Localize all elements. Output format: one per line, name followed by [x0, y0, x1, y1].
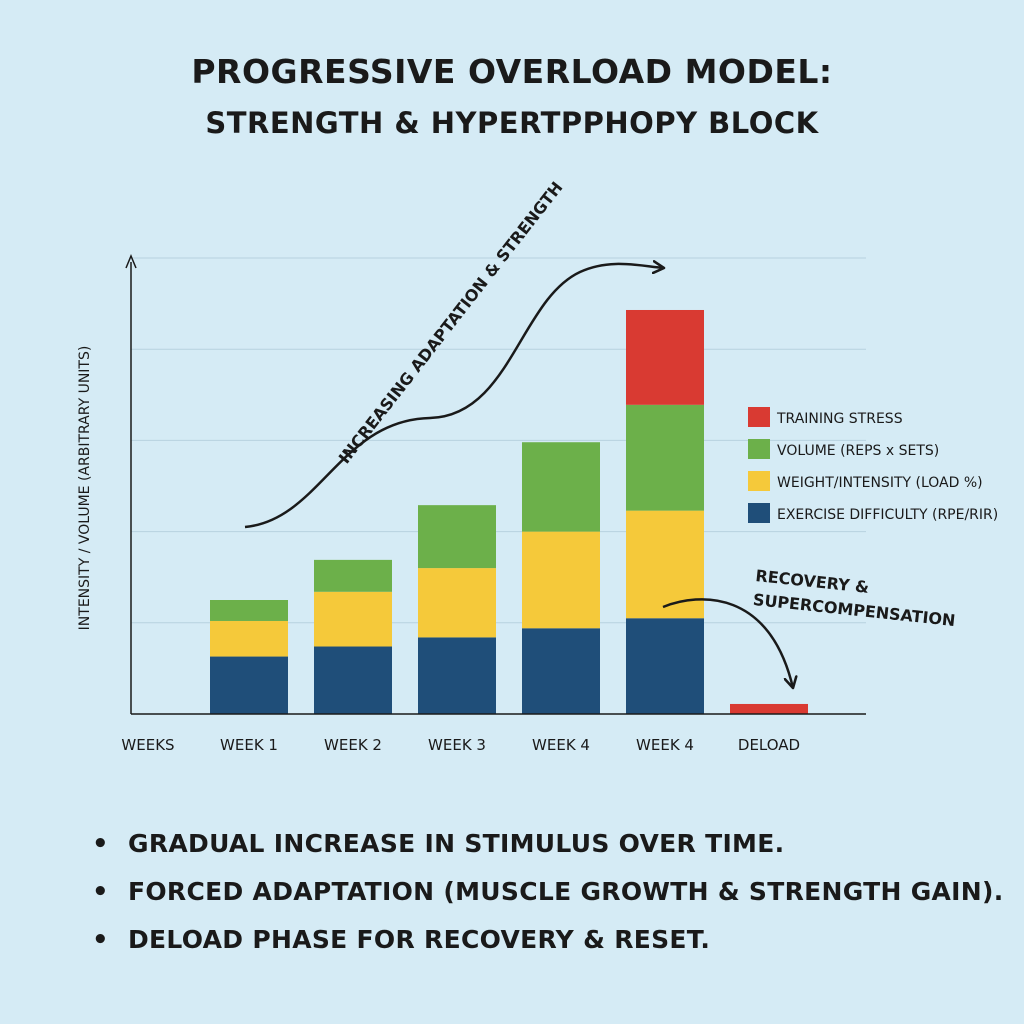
recovery-arrow [662, 598, 793, 688]
bar-segment [522, 628, 600, 714]
bar-segment [210, 600, 288, 621]
legend-label: WEIGHT/INTENSITY (LOAD %) [777, 475, 983, 491]
x-tick-labels: WEEK 1 WEEK 2 WEEK 3 WEEK 4 WEEK 4 DELOAD [220, 736, 800, 754]
bullet-item: FORCED ADAPTATION (MUSCLE GROWTH & STREN… [92, 870, 1004, 918]
bar-segment [522, 531, 600, 629]
bar-segment [210, 620, 288, 657]
takeaways-list: GRADUAL INCREASE IN STIMULUS OVER TIME. … [92, 822, 1004, 966]
chart-title: PROGRESSIVE OVERLOAD MODEL: [191, 52, 833, 91]
bar-segment [730, 703, 808, 714]
x-tick-label: DELOAD [738, 736, 800, 754]
recovery-annotation-line2: SUPERCOMPENSATION [752, 590, 956, 630]
bar-segment [626, 510, 704, 619]
legend-swatch [748, 407, 770, 427]
chart-subtitle: STRENGTH & HYPERTPPHOPY BLOCK [205, 106, 819, 140]
legend-label: TRAINING STRESS [776, 411, 903, 427]
bars [210, 309, 808, 714]
y-axis-arrow-icon [125, 254, 137, 269]
bar-segment [418, 637, 496, 714]
legend-swatch [748, 471, 770, 491]
bar-segment [418, 568, 496, 638]
x-tick-label: WEEK 2 [324, 736, 382, 754]
bar-segment [314, 591, 392, 647]
legend-swatch [748, 439, 770, 459]
bullet-item: GRADUAL INCREASE IN STIMULUS OVER TIME. [92, 822, 1004, 870]
bar-segment [210, 656, 288, 714]
adaptation-trend-arrow [244, 264, 664, 529]
bar-segment [522, 442, 600, 532]
bar-segment [418, 505, 496, 569]
x-tick-label: WEEK 4 [636, 736, 694, 754]
bar-segment [314, 646, 392, 714]
bullet-item: DELOAD PHASE FOR RECOVERY & RESET. [92, 918, 1004, 966]
bar-segment [314, 559, 392, 592]
x-axis-label: WEEKS [121, 736, 174, 754]
stacked-bar-chart: INTENSITY / VOLUME (ARBITRARY UNITS) WEE… [77, 178, 998, 754]
legend-label: EXERCISE DIFFICULTY (RPE/RIR) [777, 507, 998, 523]
x-tick-label: WEEK 3 [428, 736, 486, 754]
y-axis-label: INTENSITY / VOLUME (ARBITRARY UNITS) [77, 346, 93, 631]
x-tick-label: WEEK 1 [220, 736, 278, 754]
x-tick-label: WEEK 4 [532, 736, 590, 754]
legend-label: VOLUME (REPS x SETS) [777, 443, 939, 459]
bar-segment [626, 618, 704, 714]
bar-segment [626, 404, 704, 511]
bar-segment [626, 309, 704, 405]
legend: TRAINING STRESS VOLUME (REPS x SETS) WEIGH… [748, 407, 998, 523]
axes [125, 254, 866, 715]
legend-swatch [748, 503, 770, 523]
